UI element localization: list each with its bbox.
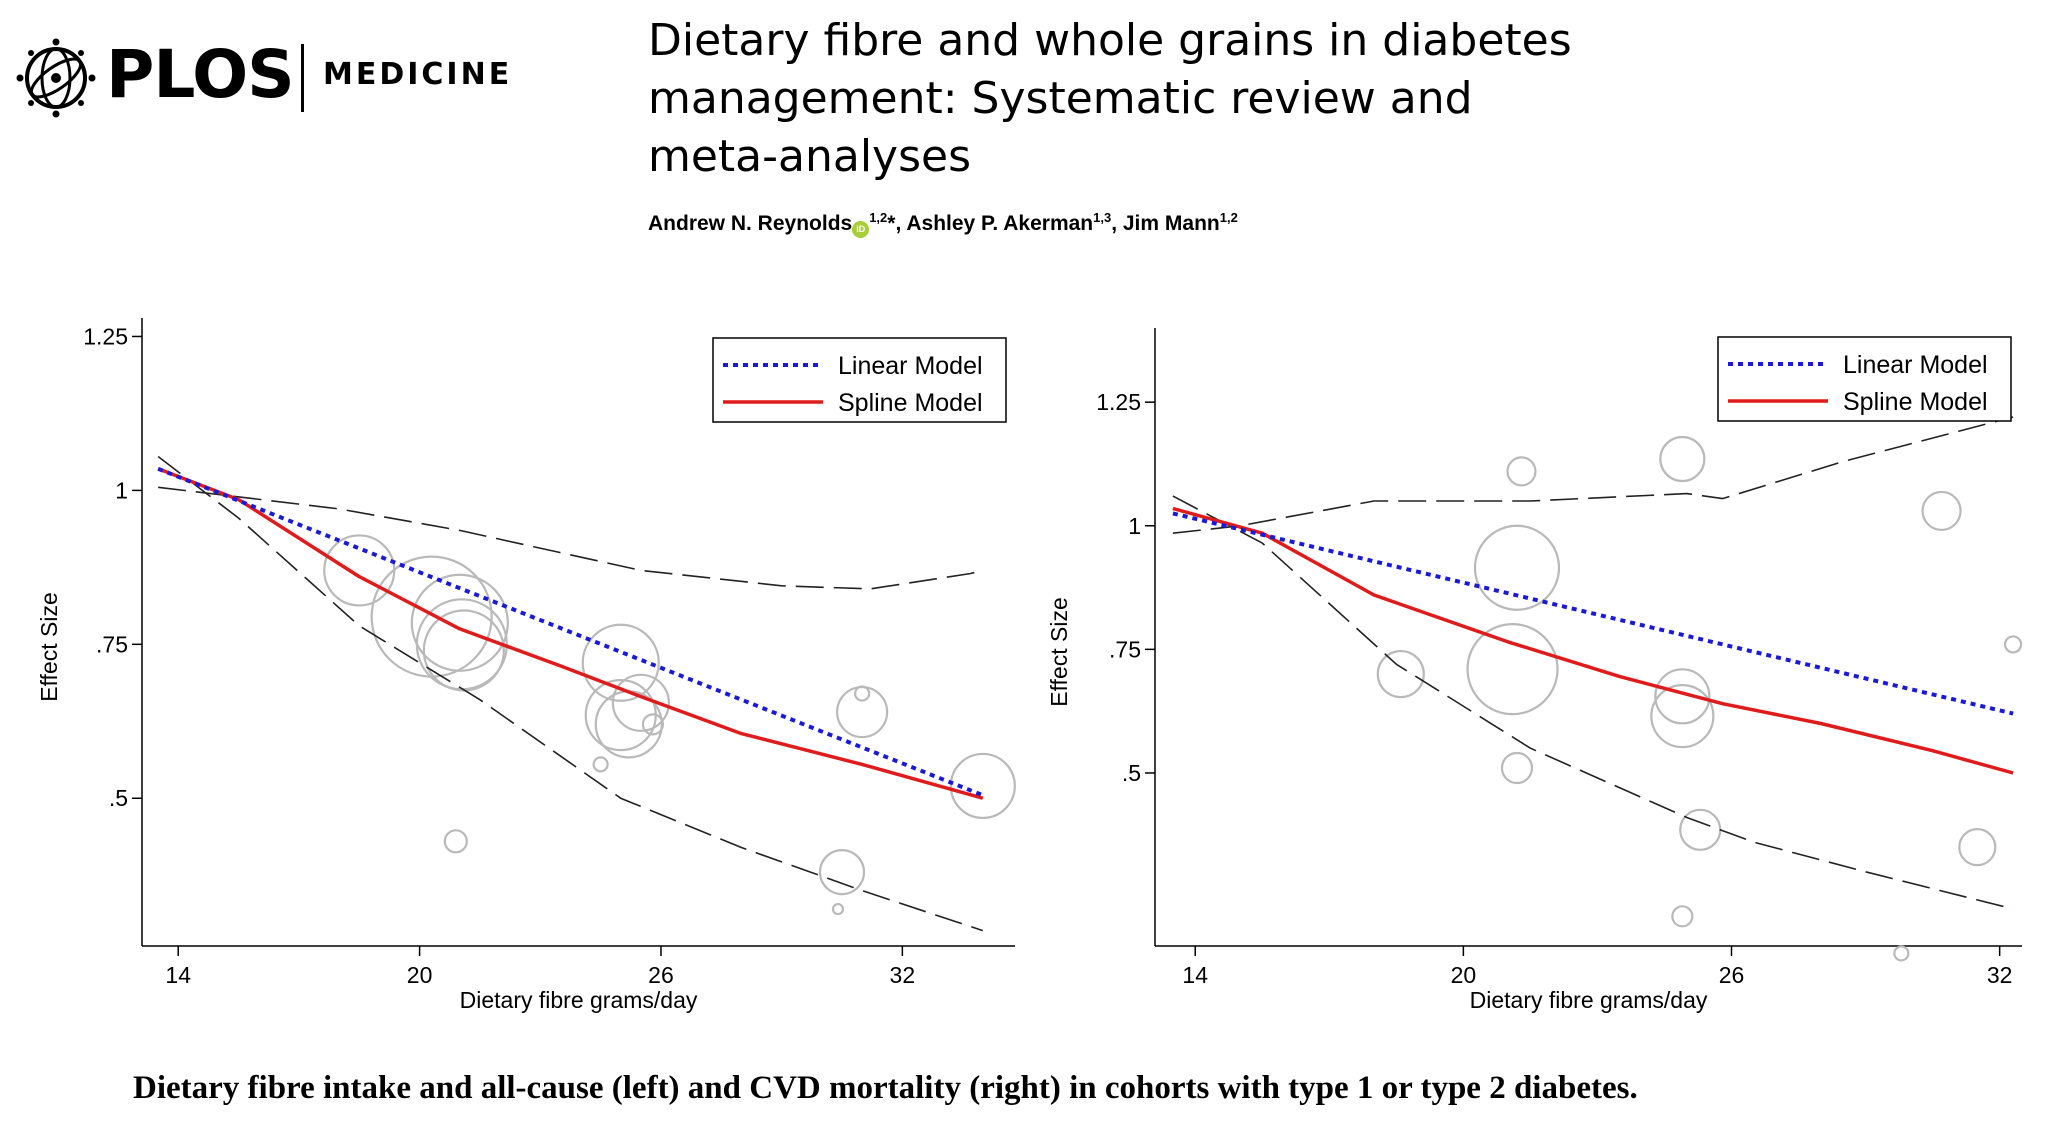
cohort-bubble xyxy=(592,756,609,773)
x-tick-label: 20 xyxy=(407,962,433,988)
legend-label: Linear Model xyxy=(1843,351,1988,379)
author-separator: , xyxy=(895,212,907,235)
chart-legend: Linear Model Spline Model xyxy=(712,337,1007,423)
figure-caption: Dietary fibre intake and all-cause (left… xyxy=(133,1070,1638,1106)
all-cause-mortality-chart: .5 .75 1 1.25 14 20 26 32 Dietary fibre grams/da… xyxy=(36,318,1016,1013)
cohort-bubble xyxy=(1893,945,1910,962)
linear-model-line xyxy=(157,466,984,798)
lower-ci-line xyxy=(1172,495,2014,910)
y-tick-label: 1 xyxy=(1128,513,1141,539)
y-tick-label: .75 xyxy=(96,631,128,657)
cohort-bubble xyxy=(831,902,845,916)
cohort-bubble xyxy=(581,623,660,702)
cohort-bubble xyxy=(1671,905,1694,928)
legend-label: Spline Model xyxy=(838,389,983,417)
logo-divider xyxy=(301,44,304,112)
y-axis-label: Effect Size xyxy=(1046,597,1072,707)
cohort-bubble xyxy=(1654,668,1711,725)
author-list: Andrew N. Reynolds iD1,2*, Ashley P. Aker… xyxy=(648,210,1238,238)
paper-title: Dietary fibre and whole grains in diabet… xyxy=(648,15,1572,182)
y-tick-label: .75 xyxy=(1109,636,1141,662)
corresponding-marker: * xyxy=(887,212,896,235)
author-affiliation: 1,2 xyxy=(1219,210,1238,225)
publisher-name: PLOS xyxy=(106,36,295,113)
x-tick-label: 26 xyxy=(1719,962,1745,988)
cohort-bubble xyxy=(854,685,871,702)
author-name[interactable]: Jim Mann xyxy=(1122,212,1220,235)
y-tick-label: 1.25 xyxy=(1096,389,1141,415)
x-tick-label: 32 xyxy=(1987,962,2013,988)
x-tick-label: 26 xyxy=(648,962,674,988)
cohort-bubble xyxy=(1958,828,1997,867)
cohort-bubble xyxy=(641,713,665,736)
cohort-bubble xyxy=(1500,751,1534,785)
linear-model-line xyxy=(1172,511,2014,716)
legend-box xyxy=(1717,336,2012,422)
upper-ci-line xyxy=(1172,416,2014,534)
cohort-bubble xyxy=(1679,808,1722,851)
y-tick-label: 1.25 xyxy=(83,323,128,349)
cohort-bubble xyxy=(443,829,468,854)
cohort-bubble xyxy=(323,534,396,607)
x-axis-label: Dietary fibre grams/day xyxy=(460,987,698,1013)
y-tick-label: .5 xyxy=(1122,760,1141,786)
plos-medicine-logo: PLOS MEDICINE xyxy=(14,36,509,120)
legend-box xyxy=(712,337,1007,423)
author-affiliation: 1,3 xyxy=(1093,210,1112,225)
author-separator: , xyxy=(1111,212,1123,235)
cvd-mortality-chart: .5 .75 1 1.25 14 20 26 32 Dietary fibre grams/da… xyxy=(1046,328,2023,1013)
lower-ci-line xyxy=(157,455,984,932)
y-tick-label: .5 xyxy=(109,785,128,811)
cohort-bubble xyxy=(1376,649,1425,699)
author-affiliation: 1,2 xyxy=(869,210,888,225)
x-tick-label: 14 xyxy=(1182,962,1208,988)
cohort-bubble xyxy=(949,752,1016,820)
x-tick-label: 14 xyxy=(165,962,191,988)
spline-model-line xyxy=(157,467,984,800)
y-axis-label: Effect Size xyxy=(36,592,62,702)
plos-globe-icon xyxy=(16,38,96,118)
x-axis-label: Dietary fibre grams/day xyxy=(1470,987,1708,1013)
cohort-bubble xyxy=(1466,623,1559,716)
cohort-bubble xyxy=(370,555,493,678)
cohort-bubble xyxy=(1650,684,1715,749)
cohort-bubble xyxy=(836,685,889,739)
author-name[interactable]: Andrew N. Reynolds xyxy=(648,212,853,235)
legend-label: Linear Model xyxy=(838,352,983,380)
cohort-bubble xyxy=(1473,524,1561,611)
journal-name: MEDICINE xyxy=(323,57,513,92)
cohort-bubble xyxy=(1921,490,1962,532)
cohort-bubble xyxy=(1659,435,1706,483)
upper-ci-line xyxy=(158,486,983,590)
cohort-bubble xyxy=(1506,456,1537,487)
cohort-bubble xyxy=(410,573,509,672)
spline-model-line xyxy=(1172,506,2014,775)
cohort-bubble xyxy=(2003,635,2023,654)
author-name[interactable]: Ashley P. Akerman xyxy=(906,212,1094,235)
chart-legend: Linear Model Spline Model xyxy=(1717,336,2012,422)
y-tick-label: 1 xyxy=(115,477,128,503)
cohort-bubble xyxy=(611,673,670,732)
x-tick-label: 32 xyxy=(890,962,916,988)
orcid-icon[interactable]: iD xyxy=(852,221,870,238)
cohort-bubble xyxy=(818,849,866,896)
x-tick-label: 20 xyxy=(1451,962,1477,988)
cohort-bubble xyxy=(422,609,505,692)
legend-label: Spline Model xyxy=(1843,388,1988,416)
